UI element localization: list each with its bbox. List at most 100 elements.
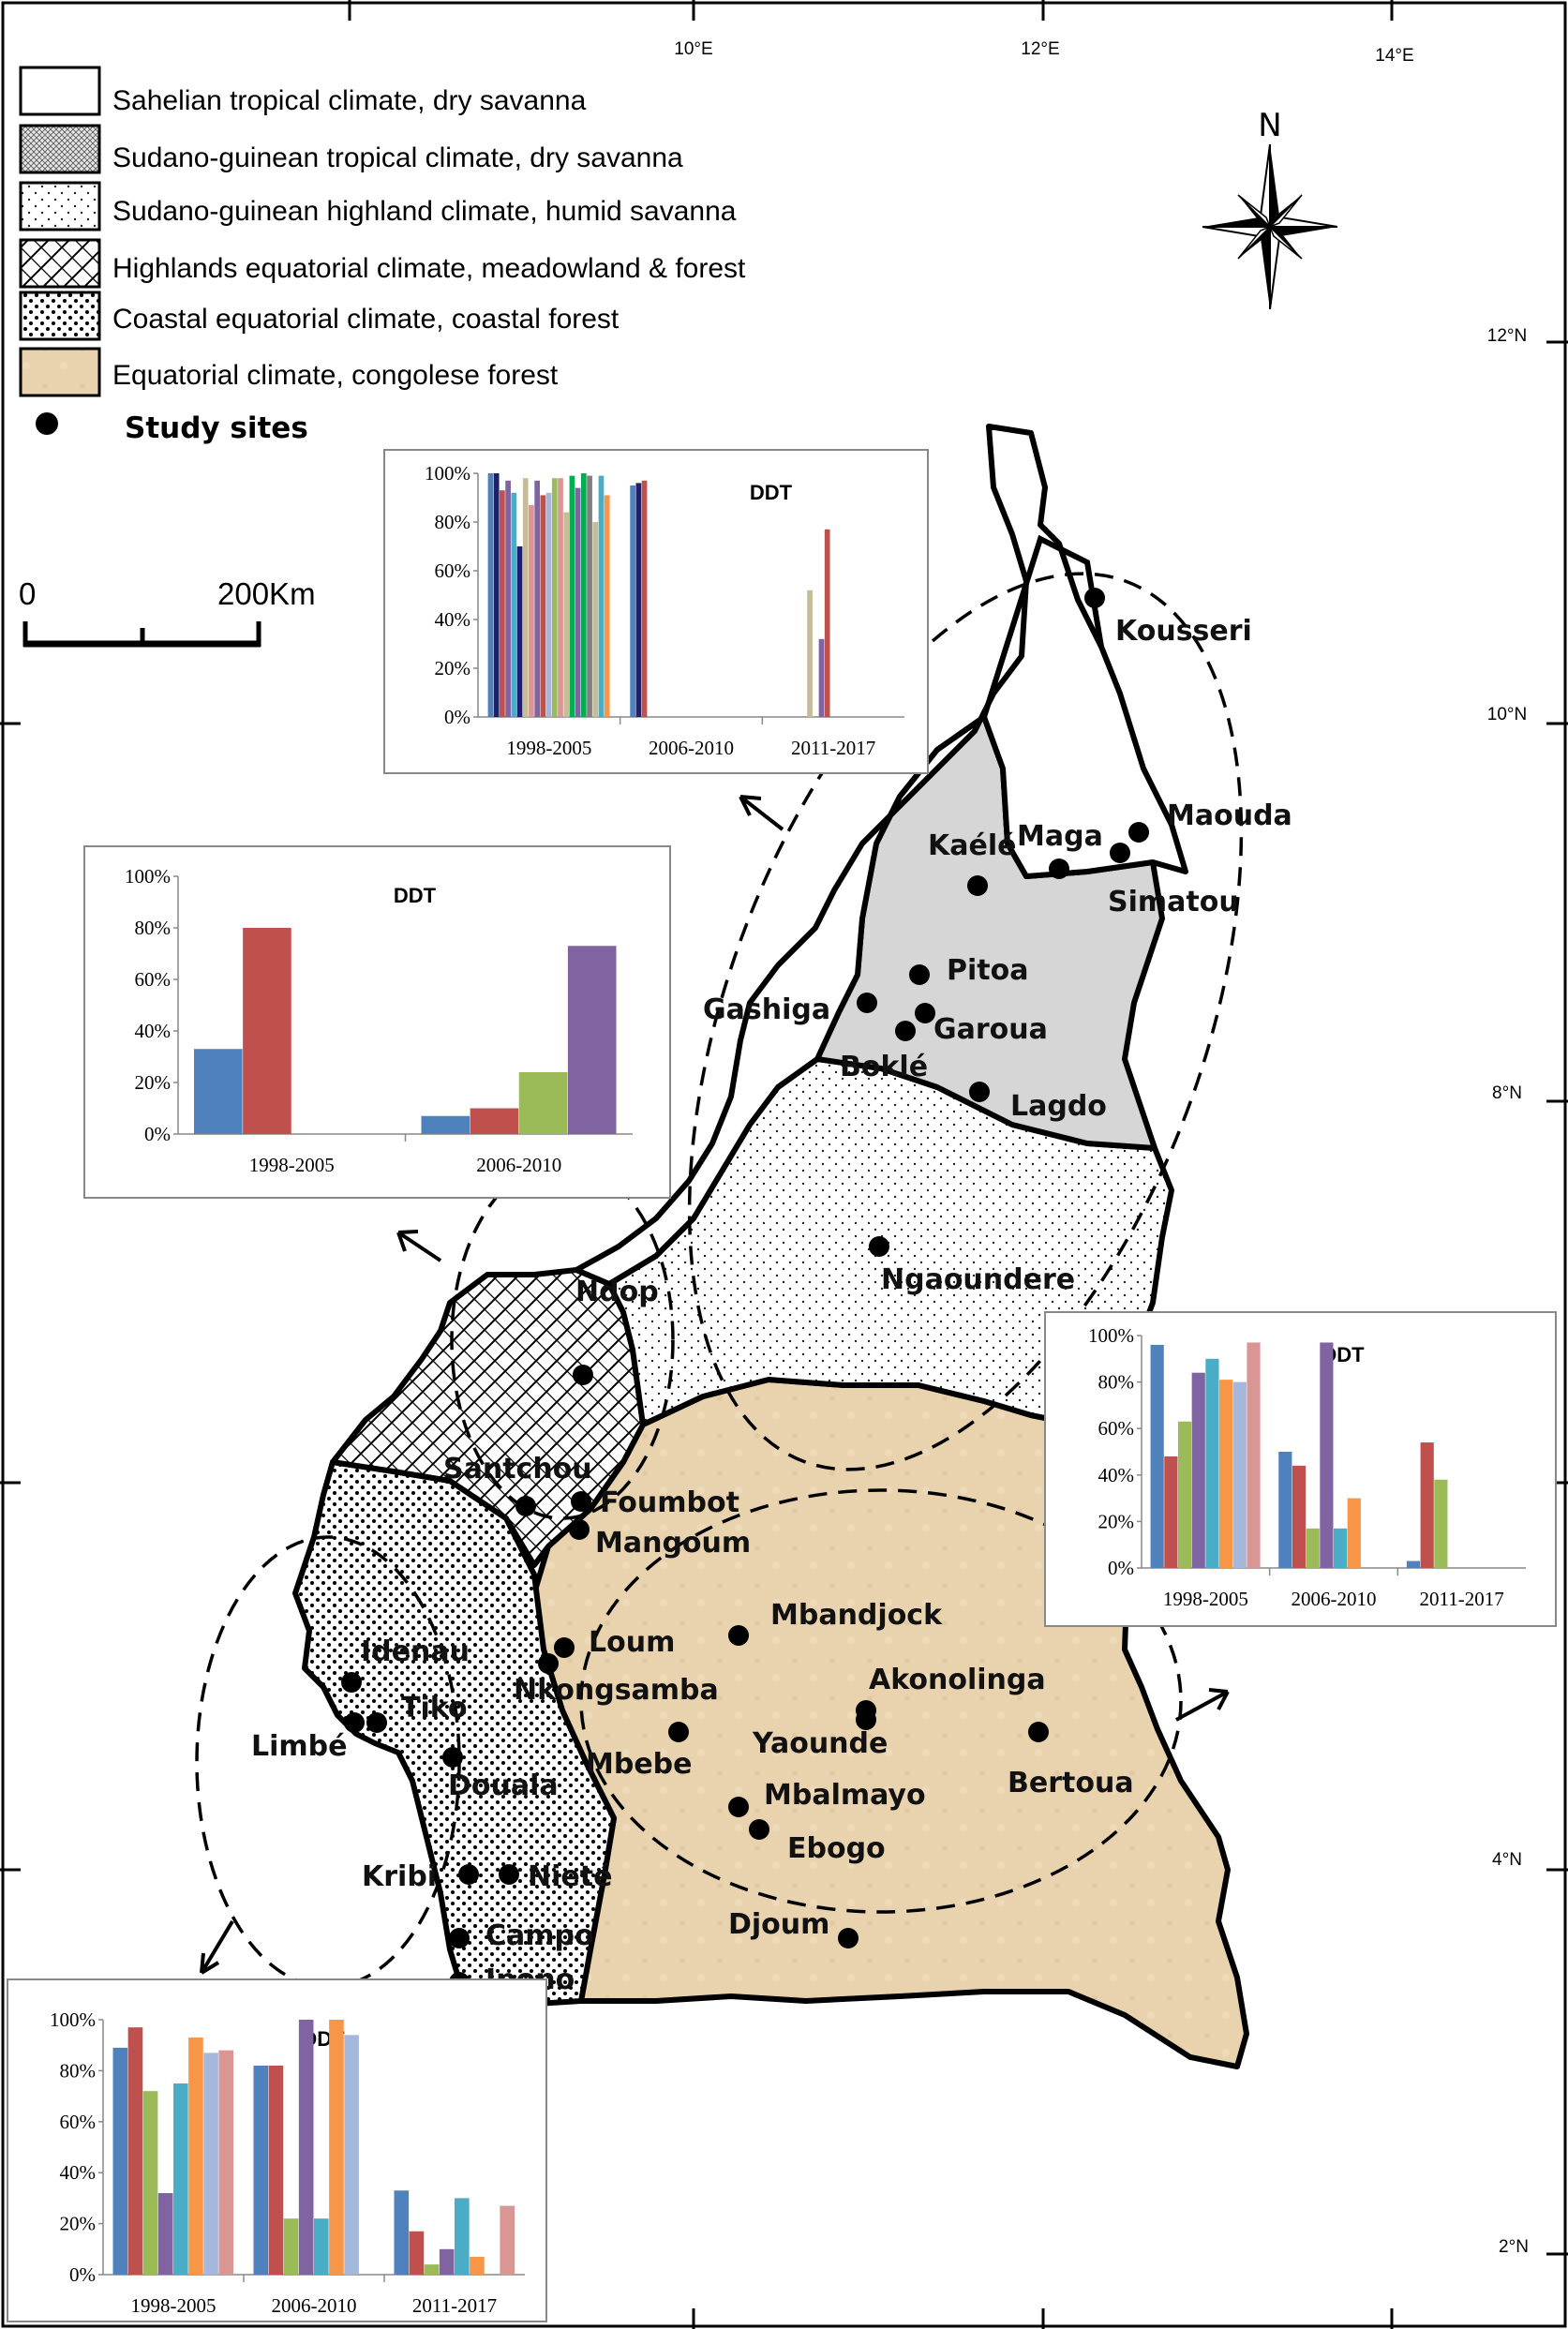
chart-centre-ytick-label: 40%: [1098, 1464, 1135, 1486]
chart-west-bar: [243, 928, 291, 1134]
lat-label-8n: 8°N: [1492, 1083, 1522, 1103]
legend-swatch-sudano-tropical: [19, 124, 101, 174]
site-marker-kaele[interactable]: [967, 875, 988, 896]
chart-west-category-label: 1998-2005: [249, 1154, 335, 1176]
site-marker-garoua[interactable]: [915, 1003, 935, 1023]
chart-littoral-category-label: 2006-2010: [272, 2294, 357, 2317]
region-sahelian: [574, 424, 1188, 1287]
site-marker-mbalmayo[interactable]: [728, 1797, 749, 1817]
site-label-kaele: Kaélé: [928, 829, 1016, 862]
chart-centre-bar: [1219, 1380, 1233, 1568]
chart-littoral-bar: [329, 2020, 344, 2275]
chart-littoral-category-label: 1998-2005: [131, 2294, 217, 2317]
site-marker-tiko[interactable]: [366, 1712, 387, 1733]
chart-west-ytick-label: 0%: [144, 1123, 171, 1145]
site-label-maouda: Maouda: [1167, 799, 1292, 832]
site-marker-limbe[interactable]: [344, 1712, 365, 1733]
site-marker-kribi[interactable]: [458, 1864, 479, 1885]
site-marker-idenau[interactable]: [341, 1672, 362, 1693]
site-marker-maga[interactable]: [1049, 858, 1069, 879]
chart-west-category-label: 2006-2010: [476, 1154, 561, 1176]
site-marker-ebogo[interactable]: [749, 1819, 769, 1840]
chart-north-bar: [522, 478, 529, 717]
site-label-niete: Nieté: [528, 1860, 612, 1893]
north-label: N: [1258, 107, 1281, 144]
site-marker-mangoum[interactable]: [569, 1519, 590, 1540]
chart-centre-bar: [1247, 1342, 1261, 1568]
site-marker-campo[interactable]: [449, 1928, 470, 1948]
zone-arrows: [200, 795, 1230, 1975]
site-marker-yaounde[interactable]: [856, 1709, 876, 1730]
site-label-gashiga: Gashiga: [703, 993, 830, 1026]
site-marker-maouda[interactable]: [1128, 822, 1149, 843]
site-marker-lagdo[interactable]: [969, 1082, 990, 1102]
site-marker-douala[interactable]: [442, 1747, 463, 1768]
legend-label-equatorial: Equatorial climate, congolese forest: [112, 360, 559, 391]
chart-littoral-bar: [188, 2038, 203, 2275]
site-marker-pitoa[interactable]: [909, 964, 930, 985]
chart-littoral-bar: [500, 2205, 515, 2275]
site-marker-ndop[interactable]: [573, 1365, 593, 1385]
site-label-douala: Douala: [448, 1769, 559, 1802]
site-label-akonolinga: Akonolinga: [869, 1664, 1046, 1696]
site-label-ebogo: Ebogo: [787, 1832, 886, 1865]
chart-north-bar: [807, 590, 813, 717]
site-marker-nkongsamba[interactable]: [538, 1653, 559, 1674]
chart-littoral-ytick-label: 0%: [69, 2263, 96, 2286]
chart-north-bar: [551, 478, 558, 717]
site-marker-mbandjock[interactable]: [728, 1625, 749, 1646]
site-label-mbandjock: Mbandjock: [770, 1599, 943, 1632]
site-marker-mbebe[interactable]: [668, 1722, 689, 1742]
site-label-pitoa: Pitoa: [947, 954, 1028, 987]
chart-centre-bar: [1191, 1372, 1205, 1568]
lon-label-10e: 10°E: [674, 39, 712, 59]
chart-north-ytick-label: 60%: [435, 560, 471, 582]
chart-centre-ytick-label: 100%: [1088, 1324, 1134, 1347]
chart-north-bar: [505, 480, 511, 717]
zone-west: [450, 1160, 675, 1520]
chart-centre-bar: [1434, 1479, 1448, 1568]
chart-west: 0% 20% 40% 60% 80% 100% DDT 1998-2005 2006-2010: [83, 845, 671, 1199]
chart-centre-ytick-label: 60%: [1098, 1417, 1135, 1440]
chart-north-ytick-label: 100%: [425, 462, 470, 485]
lat-label-10n: 10°N: [1487, 705, 1527, 724]
chart-centre-bar: [1205, 1358, 1219, 1568]
chart-littoral-bar: [142, 2091, 158, 2275]
site-marker-kousseri[interactable]: [1084, 588, 1105, 608]
site-marker-bokle[interactable]: [895, 1021, 916, 1041]
site-marker-niete[interactable]: [499, 1864, 519, 1885]
site-marker-loum[interactable]: [554, 1637, 575, 1658]
chart-centre-category-label: 1998-2005: [1163, 1588, 1248, 1610]
chart-north-title: DDT: [750, 481, 793, 504]
chart-littoral-bar: [268, 2065, 284, 2275]
chart-north-bar: [529, 504, 534, 717]
site-label-bertoua: Bertoua: [1008, 1767, 1134, 1799]
site-marker-bertoua[interactable]: [1028, 1722, 1049, 1742]
arrow-west-icon: [396, 1230, 442, 1262]
chart-littoral-bar: [253, 2065, 269, 2275]
arrow-littoral-icon: [200, 1919, 234, 1975]
chart-littoral-bar: [283, 2218, 299, 2275]
site-marker-santchou[interactable]: [515, 1496, 536, 1516]
chart-north: 0% 20% 40% 60% 80% 100% DDT 1998-2005 2006-2010 2…: [383, 449, 929, 774]
chart-centre-bar: [1150, 1344, 1164, 1568]
site-label-tiko: Tiko: [401, 1692, 468, 1724]
chart-north-bar: [563, 512, 570, 717]
site-marker-simatou[interactable]: [1110, 843, 1130, 863]
site-marker-foumbot[interactable]: [571, 1491, 591, 1512]
chart-littoral-bar: [344, 2035, 359, 2275]
site-marker-djoum[interactable]: [838, 1928, 859, 1948]
site-marker-ngaoundere[interactable]: [869, 1236, 889, 1257]
site-label-santchou: Santchou: [443, 1453, 592, 1485]
site-label-simatou: Simatou: [1108, 886, 1239, 918]
chart-centre-bar: [1320, 1342, 1334, 1568]
chart-north-category-label: 2006-2010: [649, 737, 734, 759]
chart-west-ytick-label: 60%: [135, 968, 172, 991]
chart-north-bar: [641, 480, 648, 717]
chart-littoral-bar: [218, 2050, 233, 2275]
site-marker-gashiga[interactable]: [857, 993, 877, 1013]
site-label-garoua: Garoua: [933, 1013, 1048, 1046]
